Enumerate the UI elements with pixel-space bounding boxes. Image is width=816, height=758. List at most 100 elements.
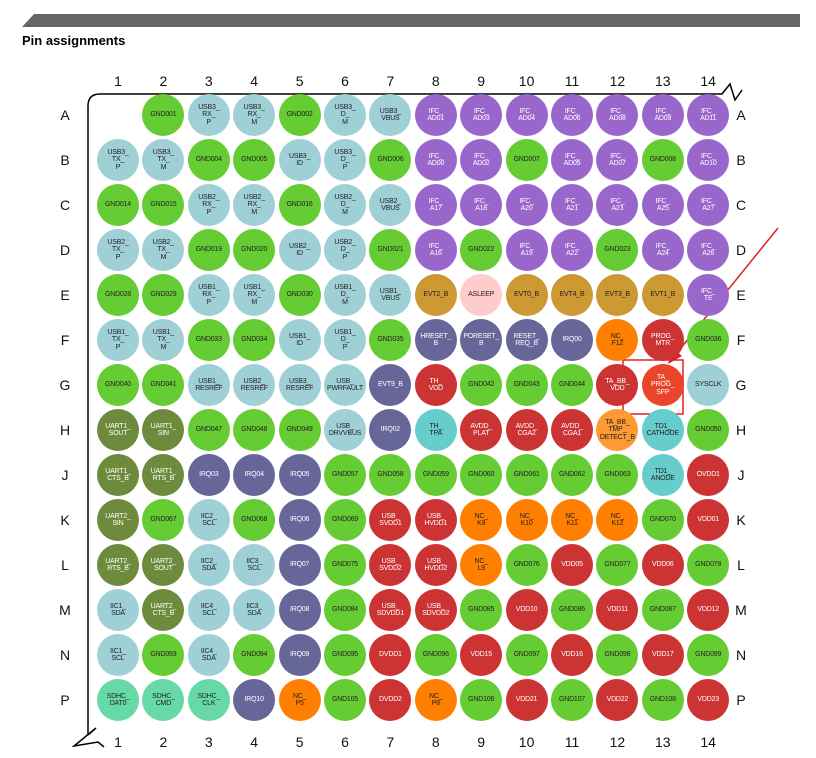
pin: VDD01	[687, 499, 730, 541]
column-label: 11	[564, 734, 580, 750]
row-label: F	[60, 332, 70, 348]
row-label: E	[736, 287, 746, 303]
pin: IFC_ A25	[641, 184, 684, 226]
pin: USB2_ ID	[278, 229, 321, 271]
pin: UART1_ SIN	[142, 409, 185, 451]
pin: IIC2_ SCL	[187, 499, 230, 541]
pin: GND016	[278, 184, 321, 226]
pin: UART2_ CTS_B	[142, 589, 185, 631]
pin: EVT4_B	[551, 274, 593, 316]
pin: IFC_ AD10	[687, 139, 730, 181]
pin: USB3_ TX_ M	[142, 139, 185, 181]
pin: ASLEEP	[460, 274, 503, 316]
column-label: 10	[518, 734, 535, 750]
pin: GND105	[324, 679, 366, 721]
pin: IIC3_ SDA	[233, 589, 276, 631]
header-bar	[22, 14, 800, 27]
row-label: L	[61, 557, 69, 573]
pin: NC_ F12	[596, 319, 639, 361]
pin: USB3_ RX_ P	[187, 94, 230, 136]
pin: USB2_ VBUS	[369, 184, 412, 226]
pin: EVT0_B	[505, 274, 548, 316]
pin: GND086	[551, 589, 593, 631]
pin: USB1_ TX_ M	[142, 319, 185, 361]
pin: GND075	[324, 544, 366, 586]
pin: USB_ SVDD2	[369, 544, 412, 586]
pin: NC_ K12	[596, 499, 639, 541]
column-label: 12	[609, 73, 626, 89]
pin: GND097	[505, 634, 548, 676]
pin: USB1_ RX_ P	[187, 274, 230, 316]
pin: GND033	[187, 319, 230, 361]
pin: TH_ TPA	[414, 409, 457, 451]
pin: GND070	[641, 499, 684, 541]
pin: GND107	[551, 679, 593, 721]
pin: IIC2_ SDA	[187, 544, 230, 586]
row-label: C	[59, 197, 71, 213]
pin: TD1_ CATHODE	[641, 409, 684, 451]
pin: USB1_ TX_ P	[97, 319, 139, 361]
pin: IRQ05	[278, 454, 321, 496]
column-label: 9	[477, 734, 486, 750]
pin: IFC_ AD00	[414, 139, 457, 181]
pin: IFC_ A26	[687, 229, 730, 271]
pin: SDHC_ CMD	[142, 679, 185, 721]
pin: GND021	[369, 229, 412, 271]
pin: PORESET_ B	[460, 319, 503, 361]
pin: RESET_ REQ_B	[505, 319, 548, 361]
pin: EVT1_B	[641, 274, 684, 316]
pin: USB_ HVDD2	[414, 544, 457, 586]
pin: NC_ K9	[460, 499, 503, 541]
pin: GND067	[142, 499, 185, 541]
column-label: 11	[564, 73, 580, 89]
pin: IFC_ AD02	[460, 139, 503, 181]
pin: GND044	[551, 364, 593, 406]
column-label: 3	[204, 73, 213, 89]
column-label: 10	[518, 73, 535, 89]
pin: EVT9_B	[369, 364, 412, 406]
pin: IRQ09	[278, 634, 321, 676]
pin: GND035	[369, 319, 412, 361]
pin: USB1_ ID	[278, 319, 321, 361]
pin: GND043	[505, 364, 548, 406]
pin: TD1_ ANODE	[641, 454, 684, 496]
pin: USB3_ D_ P	[324, 139, 366, 181]
pin: GND015	[142, 184, 185, 226]
pin: GND001	[142, 94, 185, 136]
pin: NC_ P5	[278, 679, 321, 721]
column-label: 5	[295, 73, 304, 89]
pin: IRQ03	[187, 454, 230, 496]
pin: GND047	[187, 409, 230, 451]
pin: AVDD_ PLAT	[460, 409, 503, 451]
pin: GND036	[687, 319, 730, 361]
pin: IIC4_ SCL	[187, 589, 230, 631]
pin: USB1_ RX_ M	[233, 274, 276, 316]
pin: UART2_ RTS_B	[97, 544, 139, 586]
pin: USB2_ RX_ P	[187, 184, 230, 226]
pin: SDHC_ CLK	[187, 679, 230, 721]
pin: IIC1_ SCL	[97, 634, 139, 676]
pin: GND096	[414, 634, 457, 676]
pin: USB2_ D_ P	[324, 229, 366, 271]
pin: USB_ DRVVBUS	[324, 409, 366, 451]
column-label: 2	[159, 73, 168, 89]
pin: IFC_ A19	[505, 229, 548, 271]
pin: GND057	[324, 454, 366, 496]
pin: GND020	[233, 229, 276, 271]
pin: PROG_ MTR	[641, 319, 684, 361]
pin: GND068	[233, 499, 276, 541]
column-label: 12	[609, 734, 626, 750]
pin: IIC3_ SCL	[233, 544, 276, 586]
column-label: 4	[250, 73, 259, 89]
row-label: N	[59, 647, 71, 663]
pin: OVDD1	[687, 454, 730, 496]
pin: USB2_ D_ M	[324, 184, 366, 226]
pin: IRQ10	[233, 679, 276, 721]
pin: NC_ L9	[460, 544, 503, 586]
pin: GND050	[687, 409, 730, 451]
pin: TA_BB_ TMP_ DETECT_B	[596, 409, 639, 451]
row-label: J	[737, 467, 745, 483]
pin: USB_ HVDD1	[414, 499, 457, 541]
row-label: B	[736, 152, 746, 168]
